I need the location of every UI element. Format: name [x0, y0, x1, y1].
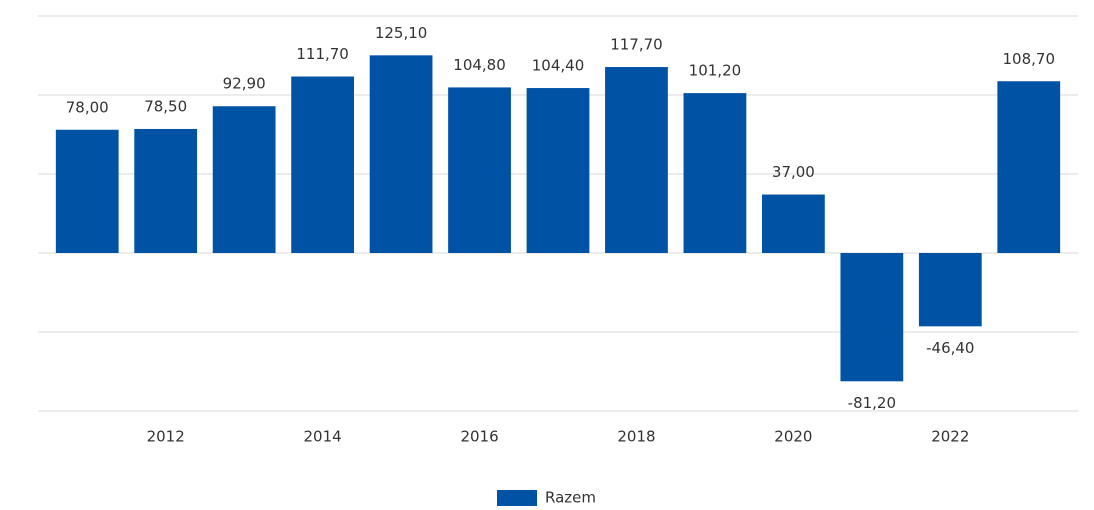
data-label: 104,80	[453, 56, 506, 74]
x-tick-label: 2016	[460, 428, 498, 446]
data-label: 108,70	[1003, 50, 1056, 68]
bar	[212, 106, 276, 253]
x-tick-label: 2018	[617, 428, 655, 446]
x-tick-label: 2020	[774, 428, 812, 446]
data-label: -46,40	[926, 339, 974, 357]
bar	[605, 67, 668, 253]
bar	[291, 76, 354, 253]
bar	[526, 88, 590, 253]
bar	[448, 87, 511, 253]
data-label: 117,70	[610, 36, 663, 54]
bar	[55, 129, 119, 253]
data-label: 125,10	[375, 24, 428, 42]
bar	[369, 55, 433, 254]
data-label: -81,20	[848, 394, 896, 412]
bar	[918, 253, 982, 327]
bar	[762, 194, 825, 253]
data-label: 101,20	[689, 62, 742, 80]
x-tick-label: 2022	[931, 428, 969, 446]
legend-swatch	[497, 490, 537, 506]
x-tick-label: 2014	[304, 428, 342, 446]
data-label: 78,50	[144, 97, 187, 115]
data-label: 37,00	[772, 163, 815, 181]
data-label: 92,90	[223, 75, 266, 93]
data-label: 111,70	[296, 45, 349, 63]
x-tick-label: 2012	[147, 428, 185, 446]
bar	[997, 81, 1061, 253]
bar	[134, 128, 198, 253]
data-label: 104,40	[532, 57, 585, 75]
data-label: 78,00	[66, 98, 109, 116]
legend-label: Razem	[545, 489, 596, 507]
bar	[840, 253, 904, 382]
bar	[683, 93, 747, 253]
